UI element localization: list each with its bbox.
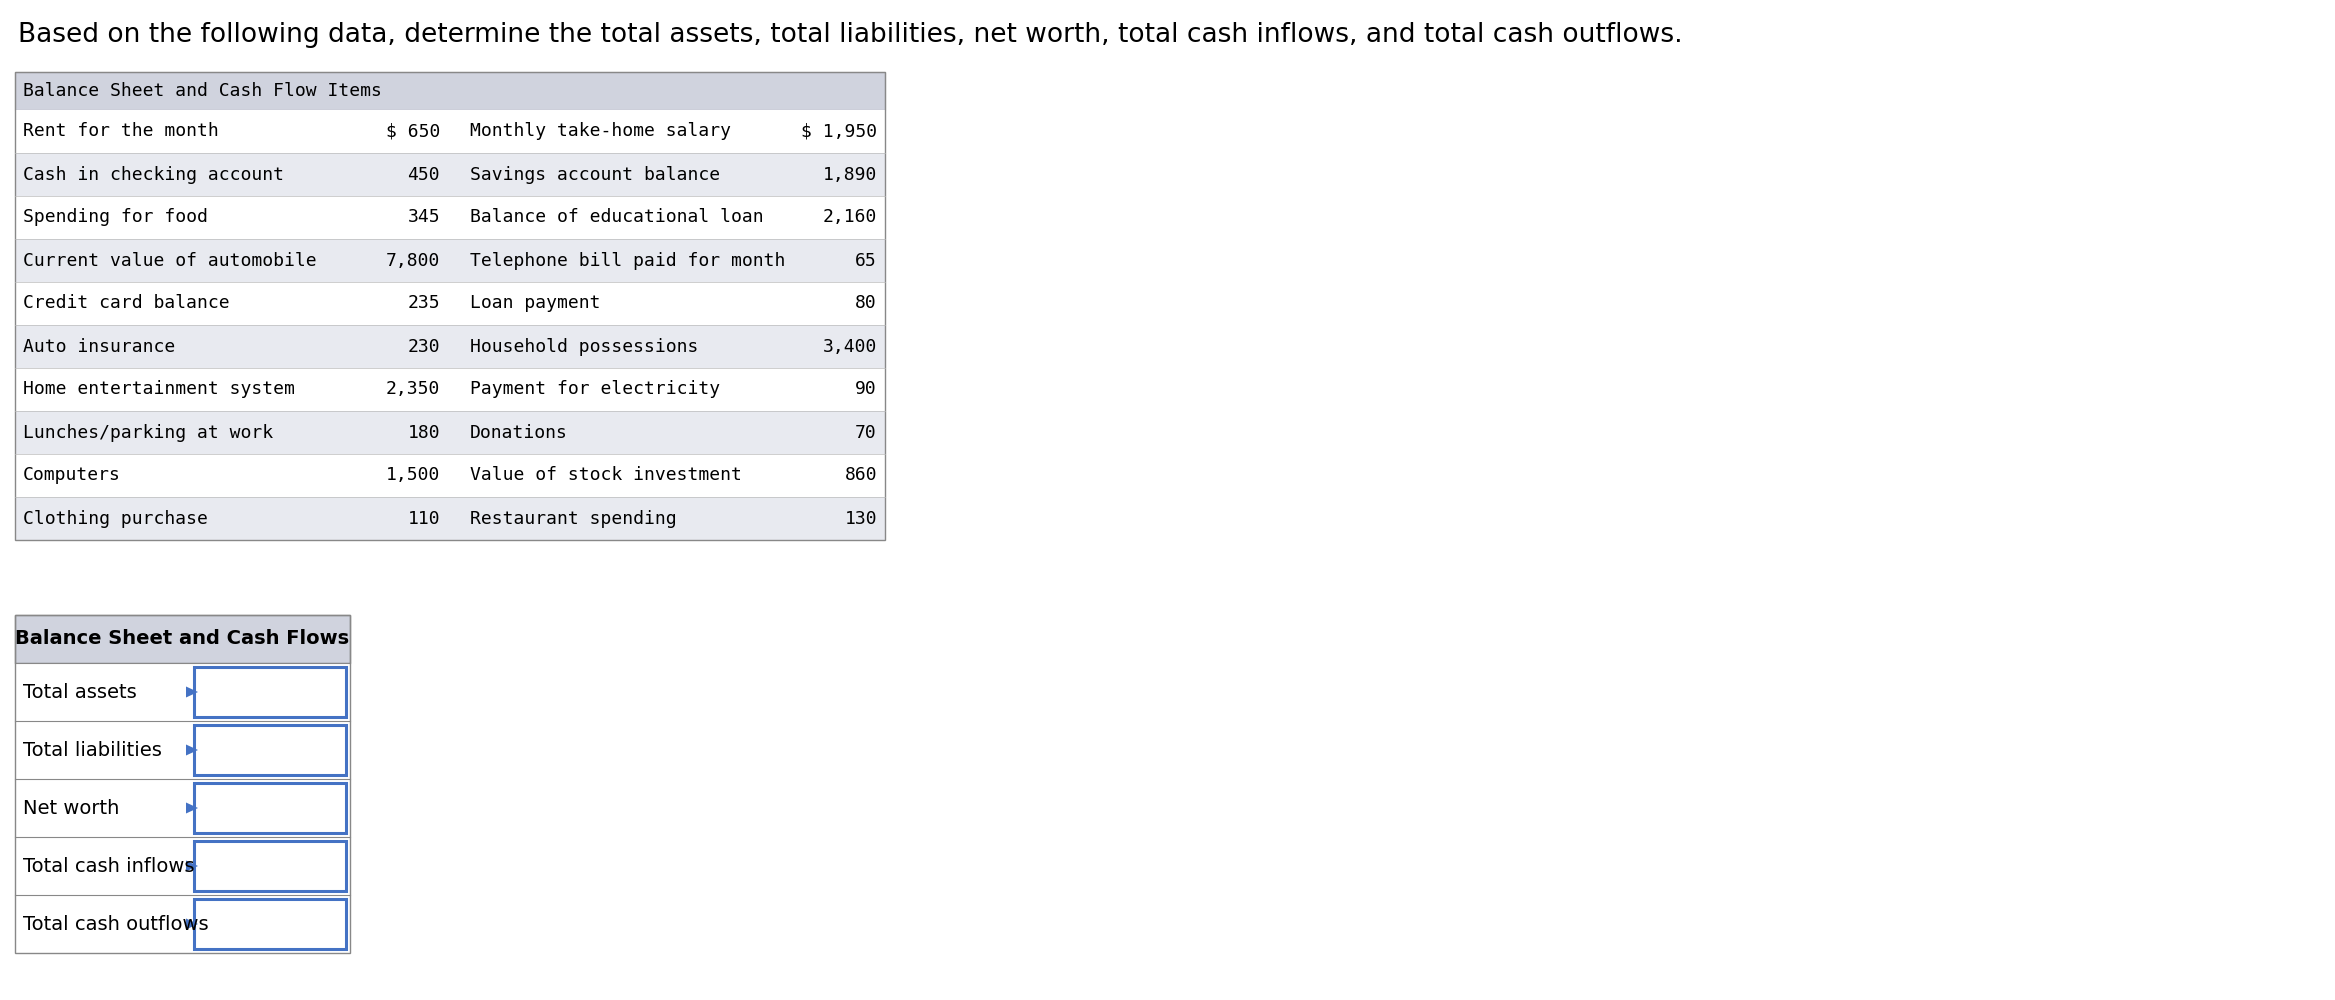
Bar [14,721,350,779]
Text: Telephone bill paid for month: Telephone bill paid for month [469,251,785,269]
Text: 180: 180 [406,424,439,442]
Text: 90: 90 [855,380,878,398]
Bar [14,196,885,239]
Bar [194,899,346,949]
Text: 2,160: 2,160 [822,209,878,227]
Bar [194,841,346,891]
Text: 235: 235 [406,294,439,312]
Bar [14,837,350,895]
Polygon shape [187,918,198,930]
Text: $ 650: $ 650 [385,122,439,140]
Text: Restaurant spending: Restaurant spending [469,510,677,528]
Text: 7,800: 7,800 [385,251,439,269]
Text: Cash in checking account: Cash in checking account [23,165,285,184]
Text: Payment for electricity: Payment for electricity [469,380,719,398]
Text: Credit card balance: Credit card balance [23,294,229,312]
Text: Loan payment: Loan payment [469,294,600,312]
Text: Clothing purchase: Clothing purchase [23,510,208,528]
Text: Total assets: Total assets [23,682,138,702]
Text: 80: 80 [855,294,878,312]
Text: 450: 450 [406,165,439,184]
Bar [14,72,885,540]
Text: 70: 70 [855,424,878,442]
Bar [14,895,350,953]
Text: Based on the following data, determine the total assets, total liabilities, net : Based on the following data, determine t… [19,22,1684,48]
Text: Auto insurance: Auto insurance [23,338,175,356]
Text: 65: 65 [855,251,878,269]
Text: Lunches/parking at work: Lunches/parking at work [23,424,273,442]
Text: Total cash outflows: Total cash outflows [23,914,208,934]
Bar [14,454,885,497]
Bar [14,615,350,663]
Text: Spending for food: Spending for food [23,209,208,227]
Text: Total cash inflows: Total cash inflows [23,856,194,876]
Text: Computers: Computers [23,466,121,485]
Bar [14,663,350,721]
Bar [14,282,885,325]
Text: Balance Sheet and Cash Flows: Balance Sheet and Cash Flows [16,630,350,648]
Text: Balance of educational loan: Balance of educational loan [469,209,764,227]
Text: $ 1,950: $ 1,950 [801,122,878,140]
Text: Monthly take-home salary: Monthly take-home salary [469,122,731,140]
Bar [14,411,885,454]
Text: 1,500: 1,500 [385,466,439,485]
Text: Value of stock investment: Value of stock investment [469,466,743,485]
Text: Home entertainment system: Home entertainment system [23,380,294,398]
Bar [194,667,346,717]
Polygon shape [187,860,198,871]
Text: 1,890: 1,890 [822,165,878,184]
Polygon shape [187,802,198,814]
Text: Total liabilities: Total liabilities [23,740,161,760]
Text: 110: 110 [406,510,439,528]
Text: 130: 130 [845,510,878,528]
Text: Current value of automobile: Current value of automobile [23,251,318,269]
Text: 345: 345 [406,209,439,227]
Bar [14,239,885,282]
Text: Net worth: Net worth [23,798,119,818]
Bar [14,153,885,196]
Text: Household possessions: Household possessions [469,338,698,356]
Text: 2,350: 2,350 [385,380,439,398]
Text: Balance Sheet and Cash Flow Items: Balance Sheet and Cash Flow Items [23,82,383,100]
Text: Rent for the month: Rent for the month [23,122,219,140]
Bar [14,615,350,953]
Text: Donations: Donations [469,424,567,442]
Bar [194,783,346,833]
Bar [14,72,885,110]
Text: Savings account balance: Savings account balance [469,165,719,184]
Text: 3,400: 3,400 [822,338,878,356]
Text: 860: 860 [845,466,878,485]
Bar [14,779,350,837]
Bar [14,325,885,368]
Text: 230: 230 [406,338,439,356]
Bar [14,110,885,153]
Polygon shape [187,744,198,756]
Bar [194,725,346,775]
Bar [14,497,885,540]
Polygon shape [187,686,198,698]
Bar [14,368,885,411]
